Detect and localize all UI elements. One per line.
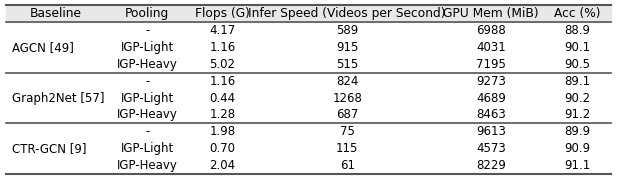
Text: 90.5: 90.5 bbox=[564, 58, 591, 71]
Text: IGP-Heavy: IGP-Heavy bbox=[116, 108, 178, 121]
Text: 91.1: 91.1 bbox=[564, 159, 591, 172]
Text: 89.9: 89.9 bbox=[564, 125, 591, 138]
Text: 90.1: 90.1 bbox=[564, 41, 591, 54]
Text: 8229: 8229 bbox=[476, 159, 506, 172]
Text: CTR-GCN [9]: CTR-GCN [9] bbox=[12, 142, 86, 155]
Text: -: - bbox=[145, 125, 149, 138]
Text: 88.9: 88.9 bbox=[564, 24, 591, 37]
Text: 75: 75 bbox=[340, 125, 355, 138]
Text: 1.28: 1.28 bbox=[209, 108, 236, 121]
Bar bbox=[6, 5, 611, 22]
Text: 5.02: 5.02 bbox=[209, 58, 236, 71]
Text: 115: 115 bbox=[336, 142, 358, 155]
Text: 1.16: 1.16 bbox=[209, 41, 236, 54]
Text: 687: 687 bbox=[336, 108, 358, 121]
Text: Baseline: Baseline bbox=[30, 7, 82, 20]
Text: 1268: 1268 bbox=[332, 92, 362, 104]
Text: 89.1: 89.1 bbox=[564, 75, 591, 88]
Text: 7195: 7195 bbox=[476, 58, 506, 71]
Text: 915: 915 bbox=[336, 41, 358, 54]
Text: IGP-Light: IGP-Light bbox=[120, 41, 174, 54]
Text: AGCN [49]: AGCN [49] bbox=[12, 41, 74, 54]
Text: Pooling: Pooling bbox=[125, 7, 170, 20]
Text: 91.2: 91.2 bbox=[564, 108, 591, 121]
Text: 589: 589 bbox=[336, 24, 358, 37]
Text: IGP-Light: IGP-Light bbox=[120, 142, 174, 155]
Text: 2.04: 2.04 bbox=[209, 159, 236, 172]
Text: -: - bbox=[145, 24, 149, 37]
Text: 9613: 9613 bbox=[476, 125, 506, 138]
Text: 9273: 9273 bbox=[476, 75, 506, 88]
Text: 4689: 4689 bbox=[476, 92, 506, 104]
Text: -: - bbox=[145, 75, 149, 88]
Text: 61: 61 bbox=[340, 159, 355, 172]
Text: 4031: 4031 bbox=[476, 41, 506, 54]
Text: 0.44: 0.44 bbox=[209, 92, 236, 104]
Text: Graph2Net [57]: Graph2Net [57] bbox=[12, 92, 104, 104]
Text: 1.98: 1.98 bbox=[209, 125, 236, 138]
Text: IGP-Light: IGP-Light bbox=[120, 92, 174, 104]
Text: 8463: 8463 bbox=[476, 108, 506, 121]
Text: 4.17: 4.17 bbox=[209, 24, 236, 37]
Text: Acc (%): Acc (%) bbox=[554, 7, 601, 20]
Text: 515: 515 bbox=[336, 58, 358, 71]
Text: IGP-Heavy: IGP-Heavy bbox=[116, 58, 178, 71]
Text: IGP-Heavy: IGP-Heavy bbox=[116, 159, 178, 172]
Text: 0.70: 0.70 bbox=[209, 142, 236, 155]
Text: Infer Speed (Videos per Second): Infer Speed (Videos per Second) bbox=[248, 7, 446, 20]
Text: 90.9: 90.9 bbox=[564, 142, 591, 155]
Text: GPU Mem (MiB): GPU Mem (MiB) bbox=[444, 7, 539, 20]
Text: 4573: 4573 bbox=[476, 142, 506, 155]
Text: 6988: 6988 bbox=[476, 24, 506, 37]
Text: 90.2: 90.2 bbox=[564, 92, 591, 104]
Text: 824: 824 bbox=[336, 75, 358, 88]
Text: 1.16: 1.16 bbox=[209, 75, 236, 88]
Text: Flops (G): Flops (G) bbox=[195, 7, 250, 20]
